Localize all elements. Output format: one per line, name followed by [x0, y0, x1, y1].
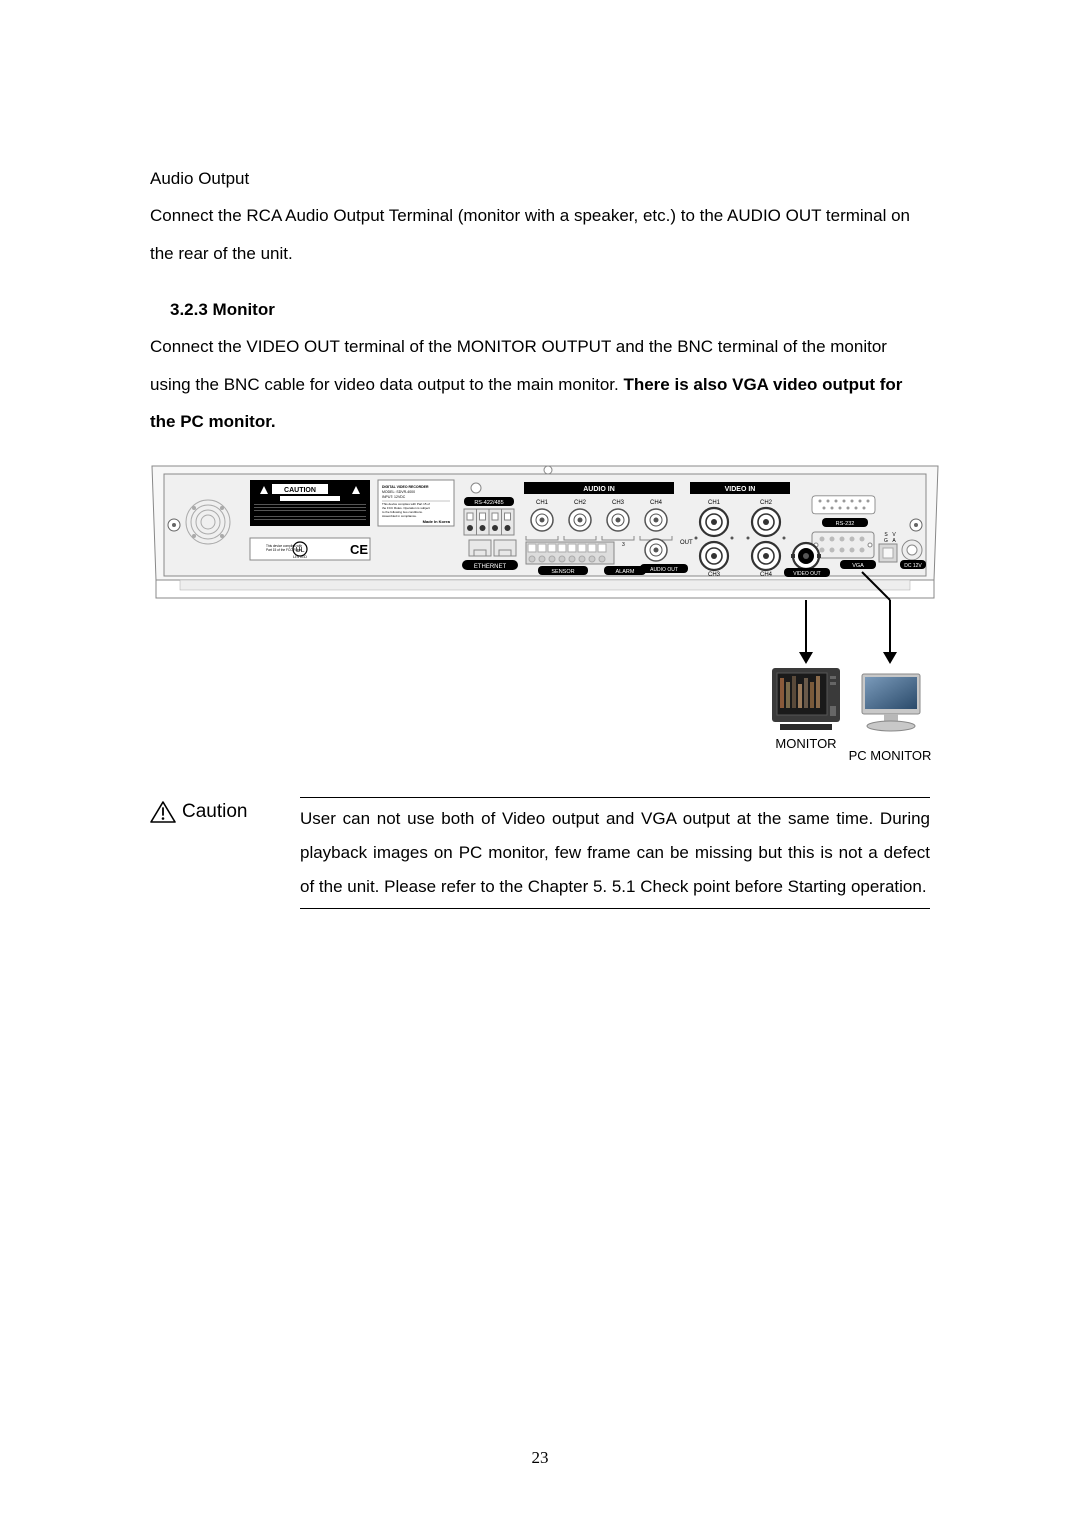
svg-text:ETHERNET: ETHERNET	[474, 564, 507, 570]
svg-text:OUT: OUT	[680, 540, 693, 546]
svg-text:INPUT: 12VDC: INPUT: 12VDC	[382, 495, 406, 499]
monitor-figure: CAUTION UL CE This device complies with …	[150, 460, 940, 775]
svg-text:CH4: CH4	[650, 500, 663, 506]
svg-text:CE: CE	[350, 542, 368, 557]
audio-output-paragraph: Connect the RCA Audio Output Terminal (m…	[150, 197, 930, 272]
audio-output-heading: Audio Output	[150, 160, 930, 197]
caution-text: User can not use both of Video output an…	[300, 797, 930, 909]
svg-text:CH4: CH4	[760, 572, 773, 578]
svg-text:RS-422/485: RS-422/485	[474, 500, 503, 506]
svg-text:CAUTION: CAUTION	[284, 487, 316, 494]
svg-text:RS-232: RS-232	[836, 521, 855, 527]
backpanel-svg: CAUTION UL CE This device complies with …	[150, 460, 940, 770]
caution-block: Caution User can not use both of Video o…	[150, 797, 930, 909]
svg-text:AUDIO IN: AUDIO IN	[583, 486, 615, 493]
pc-monitor-label: PC MONITOR	[849, 748, 932, 763]
crt-monitor-icon	[772, 668, 840, 730]
page-number: 23	[0, 1448, 1080, 1468]
svg-text:Assembled in compliance.: Assembled in compliance.	[382, 514, 417, 518]
svg-text:3: 3	[622, 542, 625, 548]
monitor-paragraph: Connect the VIDEO OUT terminal of the MO…	[150, 328, 930, 440]
svg-text:CH1: CH1	[708, 500, 721, 506]
svg-text:MODEL: SDVR-4000: MODEL: SDVR-4000	[382, 490, 415, 494]
svg-text:CH2: CH2	[760, 500, 773, 506]
caution-label: Caution	[182, 801, 248, 823]
svg-text:VGA: VGA	[852, 563, 864, 569]
pc-monitor-icon	[862, 674, 920, 731]
svg-text:AUDIO OUT: AUDIO OUT	[650, 567, 678, 573]
svg-text:ALARM: ALARM	[616, 569, 635, 575]
svg-text:DC 12V: DC 12V	[904, 563, 922, 569]
svg-text:VIDEO OUT: VIDEO OUT	[793, 571, 821, 577]
svg-text:CH2: CH2	[574, 500, 587, 506]
svg-text:CH3: CH3	[612, 500, 625, 506]
monitor-label: MONITOR	[775, 736, 836, 751]
svg-text:Part 15 of the FCC Rules: Part 15 of the FCC Rules	[266, 548, 302, 552]
svg-text:DIGITAL VIDEO RECORDER: DIGITAL VIDEO RECORDER	[382, 485, 429, 489]
svg-text:SENSOR: SENSOR	[551, 569, 574, 575]
svg-text:G: G	[884, 538, 888, 544]
svg-text:Made In Korea: Made In Korea	[423, 519, 451, 524]
svg-text:LISTED: LISTED	[293, 554, 307, 559]
svg-text:CH3: CH3	[708, 572, 721, 578]
svg-text:VIDEO IN: VIDEO IN	[725, 486, 756, 493]
svg-text:CH1: CH1	[536, 500, 549, 506]
caution-icon	[150, 801, 176, 823]
monitor-heading: 3.2.3 Monitor	[170, 300, 930, 320]
